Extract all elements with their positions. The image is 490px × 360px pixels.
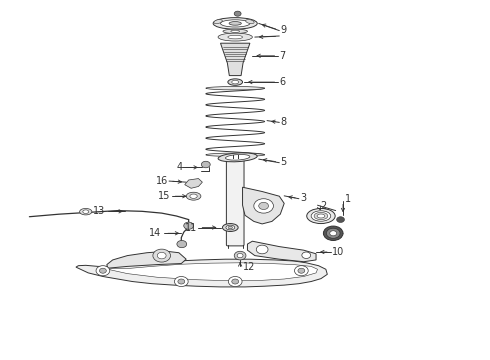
Text: 5: 5 [280, 157, 287, 167]
Circle shape [177, 240, 187, 248]
Ellipse shape [307, 208, 335, 224]
Circle shape [228, 276, 242, 287]
Text: 7: 7 [279, 51, 286, 61]
Circle shape [234, 11, 241, 16]
Polygon shape [108, 263, 318, 281]
Text: 14: 14 [149, 228, 162, 238]
Circle shape [157, 252, 166, 259]
Polygon shape [247, 241, 316, 262]
Circle shape [237, 253, 243, 258]
Circle shape [298, 268, 305, 273]
Text: 6: 6 [279, 77, 285, 87]
Circle shape [201, 161, 210, 168]
Circle shape [234, 251, 246, 260]
Ellipse shape [226, 225, 235, 230]
Polygon shape [243, 187, 284, 224]
Ellipse shape [228, 226, 232, 229]
Circle shape [184, 222, 194, 229]
Ellipse shape [218, 153, 257, 162]
Ellipse shape [228, 79, 243, 85]
Text: 13: 13 [93, 206, 105, 216]
Text: 15: 15 [158, 191, 171, 201]
Text: 3: 3 [300, 193, 306, 203]
Circle shape [96, 266, 110, 276]
Ellipse shape [225, 154, 250, 160]
Text: 9: 9 [280, 25, 286, 35]
Text: 1: 1 [345, 194, 352, 204]
Ellipse shape [245, 19, 254, 24]
Ellipse shape [190, 194, 197, 198]
Ellipse shape [214, 19, 222, 24]
Circle shape [178, 279, 185, 284]
Ellipse shape [232, 80, 239, 84]
Text: 8: 8 [280, 117, 286, 127]
Ellipse shape [79, 208, 92, 215]
Ellipse shape [186, 192, 201, 200]
Circle shape [337, 217, 344, 222]
Ellipse shape [323, 226, 343, 240]
Circle shape [326, 228, 340, 238]
Ellipse shape [206, 86, 265, 90]
Ellipse shape [206, 153, 265, 157]
Ellipse shape [220, 20, 250, 27]
Circle shape [174, 276, 188, 287]
Ellipse shape [213, 18, 257, 29]
Ellipse shape [83, 210, 89, 213]
Ellipse shape [228, 35, 243, 39]
Ellipse shape [317, 214, 325, 218]
Ellipse shape [229, 22, 241, 25]
Ellipse shape [223, 29, 247, 33]
Circle shape [302, 252, 311, 258]
Text: 11: 11 [185, 222, 197, 233]
Ellipse shape [231, 30, 240, 32]
Circle shape [330, 231, 337, 236]
Circle shape [99, 268, 106, 273]
Ellipse shape [218, 33, 252, 41]
Text: 10: 10 [332, 247, 344, 257]
Text: 4: 4 [176, 162, 182, 172]
Circle shape [259, 202, 269, 210]
Polygon shape [220, 43, 250, 76]
Ellipse shape [314, 212, 328, 220]
Ellipse shape [311, 211, 331, 221]
Circle shape [232, 279, 239, 284]
Text: 16: 16 [156, 176, 168, 186]
Circle shape [256, 245, 268, 254]
Polygon shape [107, 251, 186, 268]
Text: 2: 2 [320, 201, 326, 211]
Polygon shape [76, 259, 327, 287]
Circle shape [153, 249, 171, 262]
Circle shape [294, 266, 308, 276]
FancyBboxPatch shape [226, 157, 244, 246]
Circle shape [254, 199, 273, 213]
Polygon shape [185, 179, 202, 188]
Ellipse shape [222, 224, 238, 231]
Text: 12: 12 [243, 262, 255, 272]
